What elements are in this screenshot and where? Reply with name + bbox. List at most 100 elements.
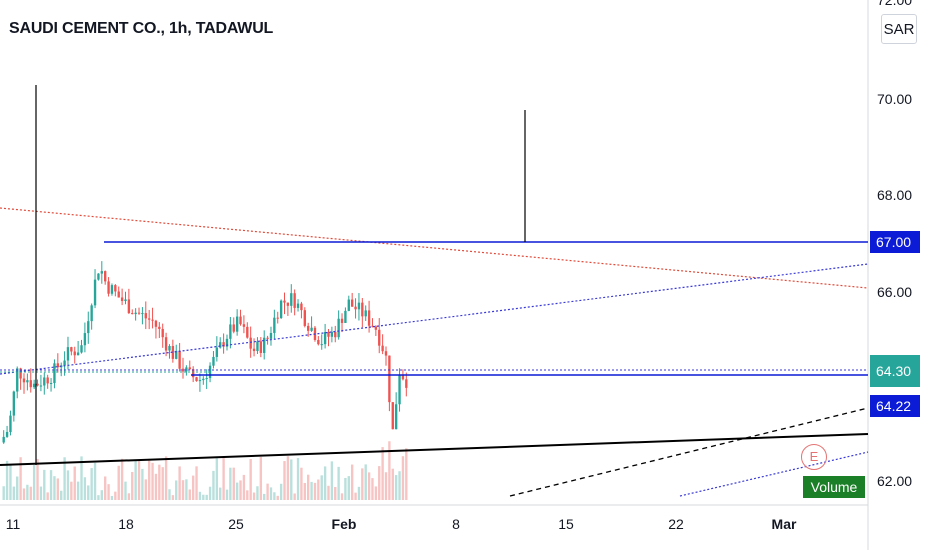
volume-bar	[222, 457, 225, 500]
volume-bar	[100, 490, 103, 500]
time-tick: 8	[452, 516, 460, 532]
volume-bar	[283, 461, 286, 500]
earnings-event-icon[interactable]: E	[801, 444, 827, 470]
candle-body	[212, 356, 215, 366]
volume-bar	[12, 486, 16, 500]
time-tick: 25	[228, 516, 244, 532]
volume-bar	[32, 465, 36, 500]
red-dotted-trendline	[0, 207, 869, 289]
candle-body	[367, 310, 371, 326]
volume-bar	[259, 456, 263, 500]
candle-body	[185, 367, 188, 372]
candle-body	[29, 380, 32, 388]
volume-bar	[2, 486, 5, 500]
candle-body	[384, 351, 388, 356]
volume-bar	[63, 457, 66, 500]
price-badge-64-22: 64.22	[870, 395, 920, 417]
candle-body	[87, 321, 90, 334]
volume-bar	[147, 459, 151, 500]
volume-bar	[405, 448, 408, 500]
candle-body	[147, 318, 151, 320]
candle-body	[283, 300, 286, 303]
candle-body	[181, 368, 185, 372]
candle-body	[317, 339, 320, 345]
volume-bar	[171, 495, 175, 500]
volume-bar	[330, 461, 334, 500]
volume-bar	[273, 492, 276, 500]
candle-body	[371, 325, 374, 327]
volume-bar	[49, 470, 53, 500]
black-support-trendline	[0, 433, 869, 466]
volume-bar	[97, 495, 100, 500]
candle-body	[161, 328, 164, 338]
volume-bar	[53, 476, 56, 500]
volume-bar	[43, 469, 46, 500]
price-tick: 62.00	[877, 473, 913, 489]
candlesticks	[2, 261, 408, 444]
price-badge-last: 64.30	[870, 355, 920, 387]
volume-bar	[337, 466, 340, 500]
volume-bar	[60, 490, 63, 500]
candle-body	[246, 326, 249, 338]
candle-body	[36, 383, 39, 386]
volume-bar	[225, 489, 229, 500]
volume-bar	[263, 493, 266, 500]
candle-body	[191, 369, 195, 378]
candle-body	[252, 348, 256, 352]
volume-bar	[178, 466, 181, 500]
volume-bar	[276, 495, 279, 500]
volume-bar	[9, 464, 12, 500]
volume-bar	[340, 493, 344, 500]
volume-bar	[104, 476, 107, 500]
candle-body	[134, 312, 137, 315]
volume-bar	[350, 464, 354, 500]
volume-bar	[141, 468, 144, 500]
candle-body	[175, 350, 178, 359]
candle-body	[340, 318, 344, 323]
candle-body	[276, 317, 279, 319]
volume-bar	[110, 495, 114, 500]
time-tick: 15	[558, 516, 574, 532]
volume-bar	[22, 488, 26, 500]
candle-body	[97, 273, 100, 280]
volume-bar	[29, 486, 32, 500]
candle-body	[303, 310, 306, 326]
candle-body	[63, 360, 66, 366]
currency-button[interactable]: SAR	[881, 14, 917, 44]
volume-legend-badge[interactable]: Volume	[803, 476, 865, 498]
price-tick: 66.00	[877, 284, 913, 300]
volume-bar	[381, 447, 384, 500]
candle-body	[49, 382, 53, 384]
volume-bar	[83, 477, 87, 500]
candle-body	[144, 313, 147, 319]
volume-bar	[334, 487, 337, 500]
volume-bar	[269, 487, 273, 500]
volume-bar	[80, 456, 83, 500]
candle-body	[344, 310, 347, 323]
candle-body	[202, 378, 205, 381]
candle-body	[327, 332, 330, 337]
candle-body	[83, 333, 87, 346]
volume-bar	[219, 487, 222, 500]
candle-body	[188, 367, 191, 370]
candle-body	[388, 355, 391, 403]
candle-body	[239, 316, 242, 325]
volume-bar	[70, 481, 73, 500]
volume-bar	[191, 475, 195, 500]
time-tick: 18	[118, 516, 134, 532]
candle-body	[154, 320, 158, 327]
volume-bar	[303, 482, 306, 500]
black-dashed-trendline	[509, 407, 869, 497]
volume-bar	[242, 474, 246, 500]
volume-bar	[296, 458, 300, 500]
candle-body	[279, 300, 283, 318]
candle-body	[9, 415, 12, 432]
volume-bar	[36, 458, 39, 500]
candle-body	[347, 299, 350, 311]
volume-bar	[252, 492, 256, 500]
volume-bar	[401, 456, 405, 500]
candle-body	[127, 299, 131, 314]
volume-bar	[256, 486, 259, 500]
candle-body	[141, 313, 144, 315]
